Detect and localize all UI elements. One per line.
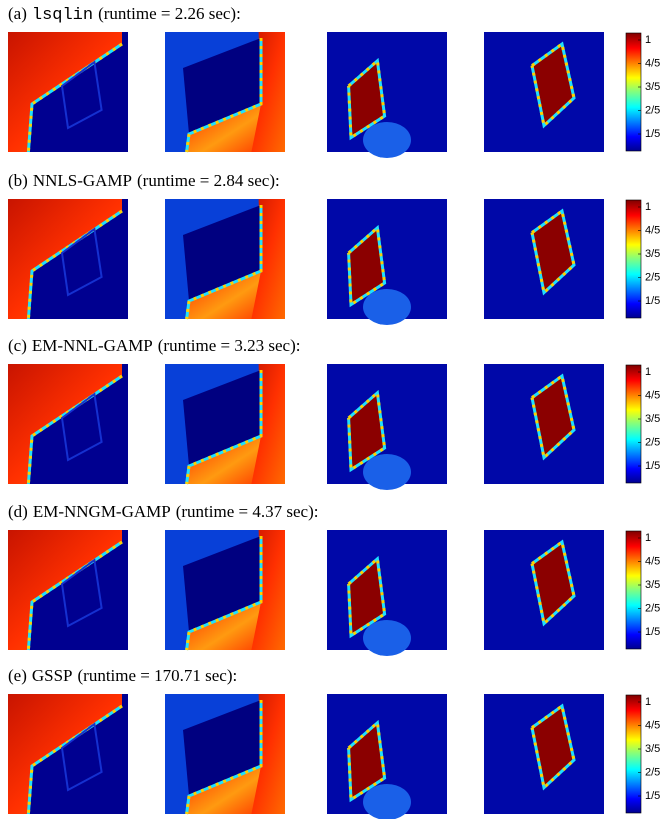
abundance-map (484, 32, 604, 152)
runtime: (runtime = 2.84 sec): (137, 171, 280, 190)
colorbar (626, 365, 641, 483)
panel-label: (e) (8, 666, 27, 685)
colorbar (626, 200, 641, 318)
caption: (d) EM-NNGM-GAMP (runtime = 4.37 sec): (8, 502, 318, 521)
abundance-map (327, 530, 447, 656)
colorbar-tick-label: 1 (645, 696, 651, 708)
colorbar-tick-label: 4/5 (645, 719, 660, 731)
caption: (e) GSSP (runtime = 170.71 sec): (8, 666, 237, 685)
runtime: (runtime = 4.37 sec): (176, 502, 319, 521)
colorbar-tick-label: 1 (645, 532, 651, 544)
colorbar (626, 695, 641, 813)
abundance-map (327, 199, 447, 325)
abundance-map (8, 32, 128, 152)
region (363, 454, 411, 490)
panel-label: (d) (8, 502, 28, 521)
abundance-map (8, 199, 128, 319)
colorbar-tick-label: 4/5 (645, 57, 660, 69)
method-name: lsqlin (32, 6, 93, 25)
abundance-map (165, 694, 285, 814)
abundance-map (327, 694, 447, 819)
method-name: EM-NNGM-GAMP (33, 502, 171, 521)
colorbar-tick-label: 3/5 (645, 743, 660, 755)
abundance-map (8, 530, 128, 650)
colorbar-tick-label: 3/5 (645, 413, 660, 425)
abundance-map (8, 364, 128, 484)
abundance-map (484, 694, 604, 814)
abundance-map (327, 32, 447, 158)
method-name: GSSP (32, 666, 73, 685)
abundance-map (484, 530, 604, 650)
colorbar-tick-label: 3/5 (645, 81, 660, 93)
panel-label: (c) (8, 336, 27, 355)
colorbar-tick-label: 1 (645, 366, 651, 378)
caption: (b) NNLS-GAMP (runtime = 2.84 sec): (8, 171, 280, 190)
caption: (c) EM-NNL-GAMP (runtime = 3.23 sec): (8, 336, 300, 355)
panel-label: (b) (8, 171, 28, 190)
abundance-map (165, 32, 285, 152)
figure: (a) lsqlin (runtime = 2.26 sec): 1 4/5 3/5 2/5… (0, 0, 667, 819)
runtime: (runtime = 3.23 sec): (158, 336, 301, 355)
colorbar-tick-label: 2/5 (645, 766, 660, 778)
colorbar-tick-label: 1 (645, 34, 651, 46)
colorbar-tick-label: 1/5 (645, 626, 660, 638)
caption: (a) lsqlin (runtime = 2.26 sec): (8, 4, 241, 26)
colorbar-tick-label: 1/5 (645, 295, 660, 307)
abundance-map (8, 694, 128, 814)
colorbar-tick-label: 2/5 (645, 602, 660, 614)
region (363, 289, 411, 325)
colorbar-tick-label: 2/5 (645, 104, 660, 116)
abundance-map (484, 199, 604, 319)
colorbar-tick-label: 1 (645, 201, 651, 213)
region (363, 122, 411, 158)
colorbar-tick-label: 1/5 (645, 128, 660, 140)
abundance-map (165, 364, 285, 484)
colorbar-tick-label: 2/5 (645, 271, 660, 283)
method-name: NNLS-GAMP (33, 171, 132, 190)
method-name: EM-NNL-GAMP (32, 336, 153, 355)
abundance-map (484, 364, 604, 484)
colorbar-tick-label: 1/5 (645, 790, 660, 802)
abundance-map (165, 530, 285, 650)
abundance-map (327, 364, 447, 490)
colorbar-tick-label: 4/5 (645, 555, 660, 567)
abundance-map (165, 199, 285, 319)
colorbar-tick-label: 1/5 (645, 460, 660, 472)
colorbar (626, 33, 641, 151)
runtime: (runtime = 170.71 sec): (78, 666, 238, 685)
colorbar-tick-label: 3/5 (645, 248, 660, 260)
colorbar-tick-label: 2/5 (645, 436, 660, 448)
region (363, 784, 411, 819)
region (363, 620, 411, 656)
colorbar (626, 531, 641, 649)
runtime: (runtime = 2.26 sec): (98, 4, 241, 23)
panel-label: (a) (8, 4, 27, 23)
colorbar-tick-label: 3/5 (645, 579, 660, 591)
colorbar-tick-label: 4/5 (645, 389, 660, 401)
colorbar-tick-label: 4/5 (645, 224, 660, 236)
